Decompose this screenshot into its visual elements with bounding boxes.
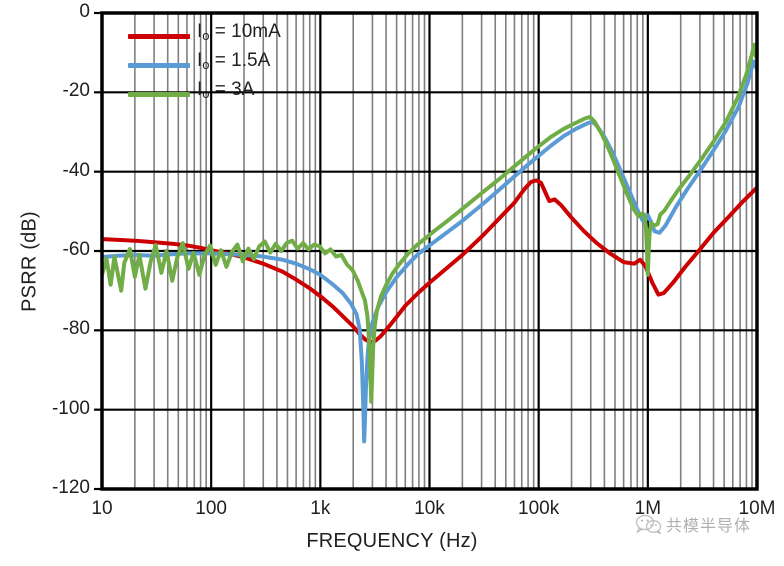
- y-axis-label: PSRR (dB): [18, 211, 41, 312]
- data-series-layer: [102, 42, 757, 444]
- y-tick-label: -80: [62, 318, 90, 340]
- x-tick-label: 10k: [414, 498, 445, 519]
- x-tick-label: 1k: [310, 498, 331, 519]
- series-line-1: [102, 59, 757, 444]
- x-tick-label: 100k: [518, 498, 560, 519]
- plot-frame: [100, 11, 759, 491]
- legend-swatch-2: [128, 92, 190, 97]
- x-tick-label: 100: [195, 498, 227, 519]
- y-tick-label: -40: [62, 159, 90, 181]
- x-tick-label: 1M: [634, 498, 662, 519]
- y-tick-label: 0: [79, 1, 90, 22]
- legend-label-2: Io = 3A: [197, 79, 255, 101]
- legend-label-0: Io = 10mA: [197, 21, 281, 43]
- x-tick-label: 10: [91, 498, 113, 519]
- y-tick-label: -60: [62, 239, 90, 260]
- major-gridlines-y: [102, 91, 757, 411]
- legend-swatch-1: [128, 63, 190, 68]
- series-line-2: [102, 42, 757, 404]
- x-tick-label: 10M: [738, 498, 776, 519]
- legend-swatch-0: [128, 34, 190, 39]
- y-tick-label: -100: [51, 397, 90, 419]
- legend-label-1: Io = 1.5A: [197, 50, 271, 72]
- y-tick-label: -20: [62, 80, 90, 102]
- y-tick-label: -120: [51, 477, 90, 498]
- x-axis-label: FREQUENCY (Hz): [306, 530, 478, 552]
